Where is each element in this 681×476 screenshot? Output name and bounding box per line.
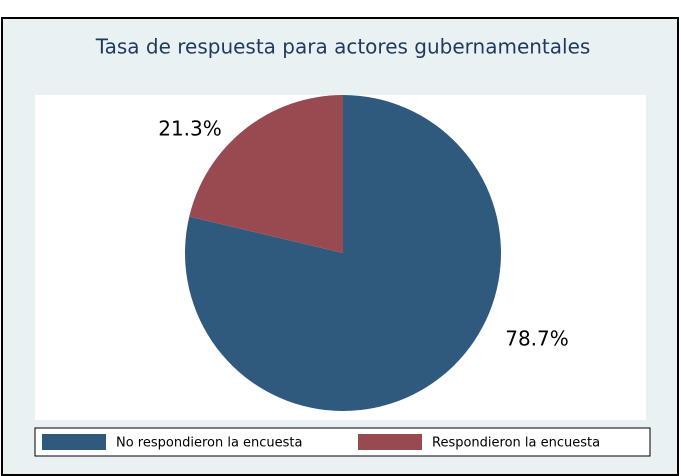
chart-title: Tasa de respuesta para actores gubername…: [95, 35, 591, 59]
legend-box: [34, 427, 651, 457]
data-label: 21.3%: [158, 117, 222, 141]
legend-swatch: [358, 434, 422, 450]
legend-swatch: [42, 434, 106, 450]
pie-slice: [189, 94, 343, 254]
legend-label: Respondieron la encuesta: [432, 436, 600, 451]
pie-slice: [185, 95, 502, 411]
data-label: 78.7%: [505, 327, 569, 351]
legend-label: No respondieron la encuesta: [116, 436, 303, 451]
